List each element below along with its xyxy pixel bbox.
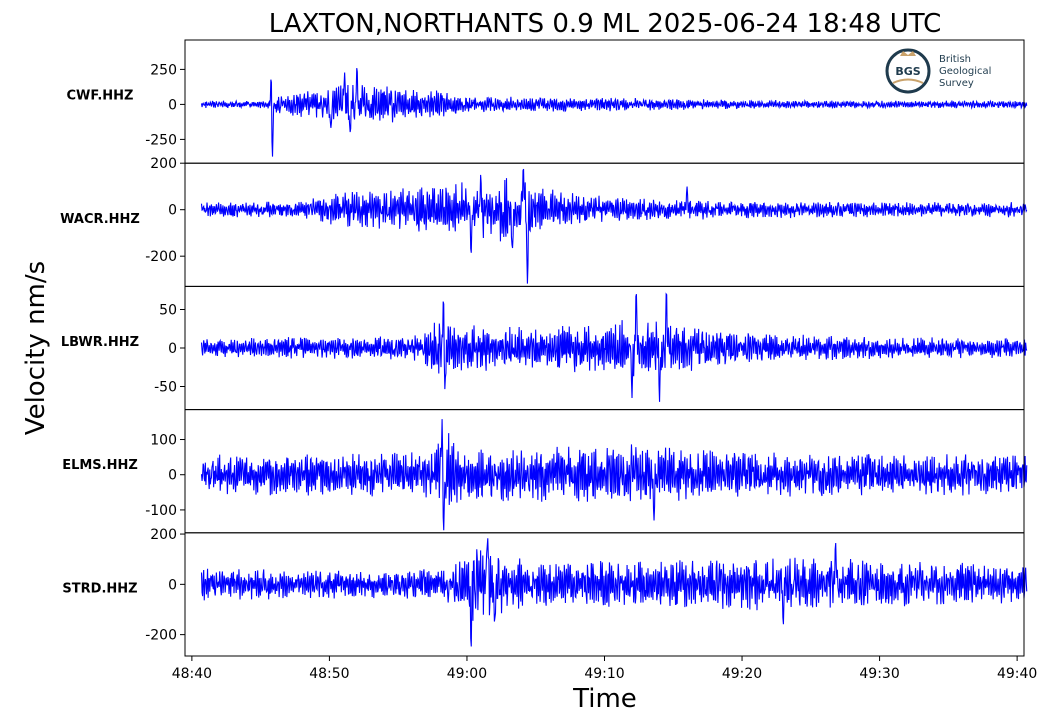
- y-tick-label: 50: [159, 303, 177, 319]
- logo-ring: [885, 48, 931, 94]
- waveform-trace: [200, 419, 1028, 531]
- logo-line-3: Survey: [939, 78, 974, 89]
- waveform-trace: [200, 538, 1028, 647]
- x-axis-label: Time: [572, 684, 637, 714]
- y-tick-label: 0: [168, 577, 177, 593]
- y-tick-label: 0: [168, 468, 177, 484]
- crown-icon: [900, 51, 916, 56]
- y-tick-label: 200: [150, 527, 177, 543]
- logo-line-2: Geological: [939, 66, 991, 77]
- x-tick-label: 49:40: [997, 666, 1037, 682]
- y-tick-label: -200: [145, 249, 177, 265]
- chart-title: LAXTON,NORTHANTS 0.9 ML 2025-06-24 18:48…: [269, 9, 942, 39]
- trace-panels: -250 0 250 CWF.HHZ -200 0 200 WACR.HHZ -50 0 50 LBW…: [60, 39, 1028, 657]
- station-label: ELMS.HHZ: [62, 458, 138, 473]
- y-tick-label: 0: [168, 97, 177, 113]
- y-tick-label: 0: [168, 203, 177, 219]
- x-tick-label: 49:00: [447, 666, 487, 682]
- panel-frame: [184, 162, 1025, 287]
- waveform-trace: [200, 68, 1028, 157]
- panel-cwf-hhz: -250 0 250 CWF.HHZ: [67, 39, 1028, 164]
- x-tick-label: 48:50: [309, 666, 349, 682]
- y-tick-label: -50: [154, 380, 177, 396]
- panel-wacr-hhz: -200 0 200 WACR.HHZ: [60, 156, 1028, 287]
- station-label: WACR.HHZ: [60, 212, 140, 227]
- station-label: LBWR.HHZ: [61, 335, 139, 350]
- y-tick-label: 200: [150, 156, 177, 172]
- panel-lbwr-hhz: -50 0 50 LBWR.HHZ: [61, 285, 1028, 411]
- x-tick-label: 48:40: [172, 666, 212, 682]
- station-label: STRD.HHZ: [62, 581, 137, 596]
- x-tick-label: 49:10: [584, 666, 624, 682]
- y-axis-label: Velocity nm/s: [21, 261, 51, 435]
- y-tick-label: -100: [145, 503, 177, 519]
- y-tick-label: -200: [145, 628, 177, 644]
- station-label: CWF.HHZ: [67, 89, 134, 104]
- x-axis: 48:40 48:50 49:00 49:10 49:20 49:30 49:40: [172, 656, 1037, 682]
- logo-mark: BGS: [895, 65, 920, 78]
- x-tick-label: 49:30: [859, 666, 899, 682]
- y-tick-label: 100: [150, 433, 177, 449]
- bgs-logo: BGS British Geological Survey: [885, 48, 991, 94]
- y-tick-label: -250: [145, 132, 177, 148]
- y-tick-label: 0: [168, 341, 177, 357]
- panel-elms-hhz: -100 0 100 ELMS.HHZ: [62, 409, 1028, 534]
- waveform-trace: [200, 292, 1028, 402]
- logo-line-1: British: [939, 54, 971, 65]
- logo-swoosh: [892, 78, 924, 84]
- y-tick-label: 250: [150, 62, 177, 78]
- waveform-trace: [200, 168, 1028, 284]
- panel-strd-hhz: -200 0 200 STRD.HHZ: [62, 527, 1028, 657]
- x-tick-label: 49:20: [722, 666, 762, 682]
